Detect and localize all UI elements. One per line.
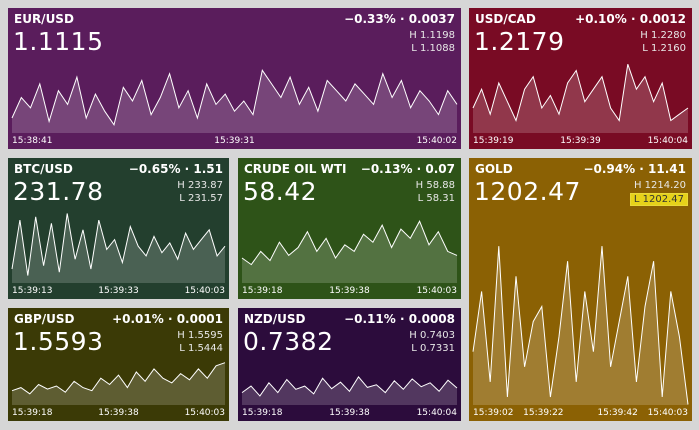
price: 1.1115 <box>13 27 104 56</box>
sparkline-line <box>11 69 458 127</box>
ticker-tile: USD/CAD +0.10% · 0.0012 1.2179 H 1.2280 L 1.… <box>469 8 692 149</box>
sparkline-line <box>11 362 226 395</box>
low: L 1.5444 <box>179 343 223 354</box>
low: L 58.31 <box>417 193 455 204</box>
price: 1.2179 <box>474 27 565 56</box>
ticker-tile: BTC/USD −0.65% · 1.51 231.78 H 233.87 L 231.… <box>8 158 229 299</box>
change: −0.13% · 0.07 <box>360 162 455 176</box>
price: 0.7382 <box>243 327 334 356</box>
high: H 1.5595 <box>177 330 223 341</box>
time-label: 15:38:41 <box>12 136 53 146</box>
price: 1202.47 <box>474 177 581 206</box>
high: H 58.88 <box>415 180 455 191</box>
time-label: 15:39:42 <box>597 408 638 418</box>
sparkline-line <box>241 220 458 266</box>
ticker-tile: GOLD −0.94% · 11.41 1202.47 H 1214.20 L 1202… <box>469 158 692 421</box>
time-label: 15:40:03 <box>184 408 225 418</box>
price: 1.5593 <box>13 327 104 356</box>
change: −0.11% · 0.0008 <box>344 312 455 326</box>
change: −0.65% · 1.51 <box>128 162 223 176</box>
time-label: 15:39:19 <box>473 136 514 146</box>
time-label: 15:39:18 <box>12 408 53 418</box>
time-label: 15:39:38 <box>329 286 370 296</box>
symbol: NZD/USD <box>244 312 306 326</box>
sparkline-area <box>242 376 457 405</box>
sparkline <box>472 64 689 133</box>
sparkline-line <box>472 64 689 122</box>
time-label: 15:39:02 <box>473 408 514 418</box>
time-label: 15:39:18 <box>242 286 283 296</box>
sparkline <box>11 362 226 405</box>
time-label: 15:40:03 <box>416 286 457 296</box>
time-label: 15:40:03 <box>647 408 688 418</box>
high: H 233.87 <box>177 180 223 191</box>
change: −0.33% · 0.0037 <box>344 12 455 26</box>
sparkline-area <box>12 70 457 133</box>
time-label: 15:40:03 <box>184 286 225 296</box>
low: L 231.57 <box>179 193 223 204</box>
low: L 1.2160 <box>642 43 686 54</box>
sparkline-area <box>473 246 688 405</box>
time-label: 15:39:38 <box>329 408 370 418</box>
high: H 1.1198 <box>409 30 455 41</box>
time-label: 15:39:33 <box>98 286 139 296</box>
low: L 1202.47 <box>629 193 688 206</box>
sparkline-line <box>11 213 226 276</box>
high: H 1214.20 <box>633 180 686 191</box>
ticker-tile: CRUDE OIL WTI −0.13% · 0.07 58.42 H 58.88 L … <box>238 158 461 299</box>
sparkline <box>11 69 458 133</box>
symbol: GBP/USD <box>14 312 75 326</box>
time-label: 15:40:04 <box>647 136 688 146</box>
sparkline <box>241 376 458 405</box>
time-label: 15:39:39 <box>560 136 601 146</box>
sparkline-area <box>242 221 457 283</box>
time-label: 15:39:18 <box>242 408 283 418</box>
sparkline <box>241 220 458 283</box>
sparkline <box>11 213 226 283</box>
high: H 1.2280 <box>640 30 686 41</box>
time-label: 15:39:13 <box>12 286 53 296</box>
time-label: 15:39:38 <box>98 408 139 418</box>
sparkline-line <box>241 376 458 397</box>
symbol: GOLD <box>475 162 513 176</box>
symbol: CRUDE OIL WTI <box>244 162 347 176</box>
time-label: 15:40:04 <box>416 408 457 418</box>
change: −0.94% · 11.41 <box>583 162 686 176</box>
price: 58.42 <box>243 177 318 206</box>
time-label: 15:39:31 <box>214 136 255 146</box>
ticker-tile: GBP/USD +0.01% · 0.0001 1.5593 H 1.5595 L 1.… <box>8 308 229 421</box>
high: H 0.7403 <box>409 330 455 341</box>
sparkline-area <box>12 362 225 405</box>
ticker-tile: EUR/USD −0.33% · 0.0037 1.1115 H 1.1198 L 1.… <box>8 8 461 149</box>
low: L 0.7331 <box>411 343 455 354</box>
price: 231.78 <box>13 177 104 206</box>
sparkline <box>472 246 689 405</box>
sparkline-line <box>472 246 689 405</box>
ticker-tile: NZD/USD −0.11% · 0.0008 0.7382 H 0.7403 L 0.… <box>238 308 461 421</box>
low: L 1.1088 <box>411 43 455 54</box>
symbol: EUR/USD <box>14 12 74 26</box>
sparkline-area <box>473 64 688 133</box>
symbol: BTC/USD <box>14 162 73 176</box>
time-label: 15:39:22 <box>523 408 564 418</box>
change: +0.10% · 0.0012 <box>575 12 686 26</box>
change: +0.01% · 0.0001 <box>112 312 223 326</box>
time-label: 15:40:02 <box>416 136 457 146</box>
symbol: USD/CAD <box>475 12 536 26</box>
